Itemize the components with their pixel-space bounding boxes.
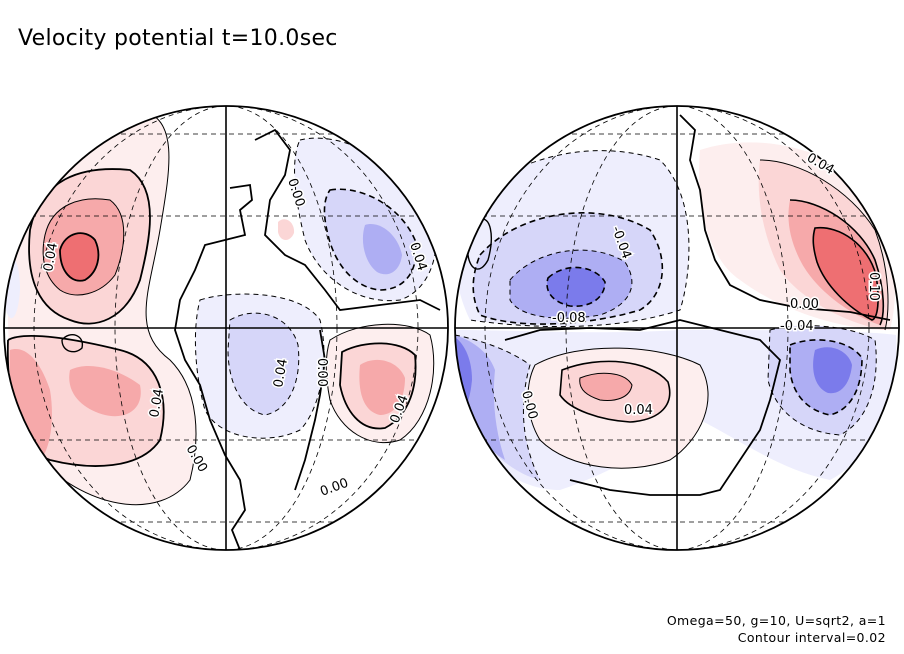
right-contours [455, 114, 891, 496]
left-globe: 0.04 0.04 0.00 0.04 0.04 0.00 0.04 0.00 … [3, 105, 449, 551]
right-globe-outline [454, 105, 900, 551]
footer-notes: Omega=50, g=10, U=sqrt2, a=1 Contour int… [667, 612, 886, 646]
left-label-5: 0.04 [271, 358, 291, 389]
left-label-6: 0.00 [314, 358, 329, 387]
right-label-5: -0.04 [780, 319, 814, 334]
right-positive-shading [528, 142, 896, 469]
left-label-1: 0.04 [41, 242, 61, 273]
right-label-4: 0.00 [790, 297, 819, 312]
plot-title: Velocity potential t=10.0sec [18, 26, 338, 51]
right-label-6: 0.10 [866, 272, 881, 301]
right-label-3: -0.08 [552, 311, 586, 326]
left-globe-outline [3, 105, 449, 551]
left-label-9: 0.00 [318, 476, 350, 500]
left-label-2: 0.04 [147, 388, 167, 419]
right-globe: 0.04 -0.04 -0.08 0.00 -0.04 0.10 0.04 0.… [454, 105, 900, 551]
parameters-text: Omega=50, g=10, U=sqrt2, a=1 [666, 613, 886, 628]
right-label-7: 0.04 [624, 403, 653, 418]
contour-interval-text: Contour interval=0.02 [737, 630, 886, 645]
left-negative-shading [6, 138, 436, 439]
